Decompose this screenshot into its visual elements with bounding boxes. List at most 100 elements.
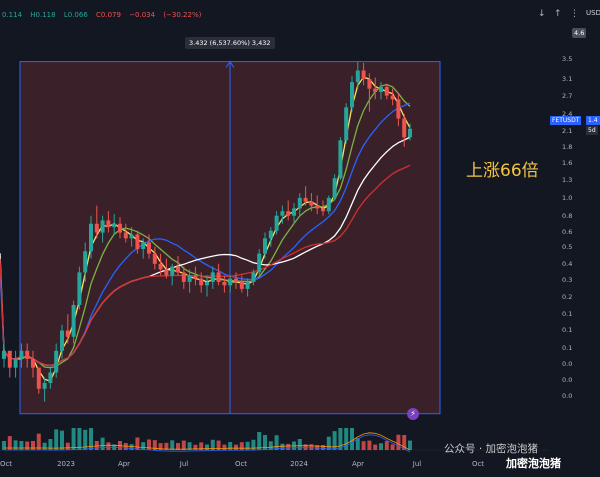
more-icon[interactable]: ⋮ bbox=[570, 9, 579, 19]
volume-bar bbox=[326, 436, 331, 450]
candle-body bbox=[379, 86, 383, 93]
price-tick: 0.4 bbox=[562, 260, 573, 268]
candle-body bbox=[42, 382, 47, 389]
candle-body bbox=[373, 88, 378, 93]
volume-bar bbox=[338, 428, 343, 450]
volume-bar bbox=[396, 434, 401, 450]
time-tick: Jul bbox=[179, 460, 189, 468]
volume-bar bbox=[71, 428, 76, 450]
symbol-short[interactable]: USD bbox=[586, 9, 600, 17]
candle-body bbox=[321, 208, 325, 212]
candle-body bbox=[367, 79, 372, 89]
volume-bar bbox=[222, 444, 227, 450]
price-tick: 0.0 bbox=[562, 376, 573, 384]
volume-bar bbox=[54, 429, 59, 450]
candle-body bbox=[60, 330, 64, 351]
candle-body bbox=[408, 128, 412, 138]
volume-bar bbox=[350, 428, 354, 450]
candle-body bbox=[286, 211, 291, 216]
ohlc-low: L0.066 bbox=[63, 11, 88, 19]
price-tick: 2.1 bbox=[562, 127, 573, 135]
price-tick: 3.1 bbox=[562, 75, 573, 83]
price-tick: 0.1 bbox=[562, 344, 573, 352]
candle-body bbox=[326, 197, 331, 212]
ohlc-high: H0.118 bbox=[30, 11, 56, 19]
volume-bar bbox=[42, 442, 47, 450]
time-axis[interactable]: Oct 2023 Apr Jul Oct 2024 Apr Jul Oct bbox=[0, 456, 600, 477]
price-tick: 1.3 bbox=[562, 176, 573, 184]
lightning-icon[interactable]: ⚡ bbox=[407, 408, 419, 420]
volume-bar bbox=[94, 441, 99, 450]
volume-bar bbox=[2, 441, 6, 450]
candle-body bbox=[164, 269, 169, 276]
ohlc-change-pct: (−30.22%) bbox=[163, 11, 202, 19]
candle-body bbox=[54, 350, 59, 373]
top-toolbar: 0.114 H0.118 L0.066 C0.079 −0.034 (−30.2… bbox=[0, 0, 600, 34]
candle-body bbox=[112, 223, 117, 228]
candle-body bbox=[350, 82, 354, 108]
volume-bar bbox=[344, 428, 349, 450]
candle-body bbox=[123, 232, 128, 239]
candle-body bbox=[65, 330, 70, 337]
candle-body bbox=[129, 234, 134, 239]
candle-body bbox=[390, 95, 395, 100]
candle-body bbox=[83, 251, 88, 273]
volume-bar bbox=[245, 441, 250, 450]
volume-bar bbox=[297, 439, 302, 450]
volume-bar bbox=[164, 442, 169, 450]
candle-body bbox=[274, 215, 279, 231]
candle-body bbox=[158, 263, 163, 270]
candle-body bbox=[7, 350, 12, 368]
volume-bar bbox=[280, 443, 285, 450]
price-tick: 0.5 bbox=[562, 243, 573, 251]
brand-text: 加密泡泡猪 bbox=[506, 457, 561, 470]
volume-bar bbox=[384, 441, 389, 450]
volume-bar bbox=[367, 440, 372, 450]
candle-body bbox=[280, 211, 285, 216]
arrow-up-icon[interactable]: ↑ bbox=[554, 9, 562, 19]
candle-body bbox=[332, 178, 337, 198]
candle-body bbox=[292, 208, 296, 216]
candle-body bbox=[199, 278, 204, 286]
candle-body bbox=[309, 201, 314, 206]
volume-bar bbox=[13, 440, 18, 450]
price-tick: 3.5 bbox=[562, 55, 573, 63]
price-axis[interactable]: 3.5 3.1 2.7 2.4 2.1 1.8 1.6 1.3 1.0 0.8 0.6 0.5 0.4 0… bbox=[548, 34, 600, 450]
arrow-down-icon[interactable]: ↓ bbox=[538, 9, 546, 19]
price-chart[interactable] bbox=[0, 34, 548, 456]
price-tick: 0.1 bbox=[562, 326, 573, 334]
price-tick: 0.2 bbox=[562, 293, 573, 301]
volume-bar bbox=[176, 443, 180, 450]
volume-bar bbox=[390, 444, 395, 450]
volume-bar bbox=[268, 441, 273, 450]
price-tick: 0.0 bbox=[562, 360, 573, 368]
measure-arrowhead bbox=[225, 60, 235, 68]
volume-bar bbox=[199, 442, 204, 450]
volume-bar bbox=[228, 442, 233, 450]
candle-body bbox=[303, 197, 308, 202]
volume-bar bbox=[77, 428, 82, 450]
volume-bar bbox=[187, 442, 192, 450]
volume-bar bbox=[135, 437, 140, 450]
symbol-price-badge: 1.4 bbox=[586, 116, 600, 125]
candle-body bbox=[13, 358, 18, 368]
volume-bar bbox=[100, 437, 105, 450]
volume-bar bbox=[379, 443, 383, 450]
oscillator-line bbox=[4, 432, 411, 451]
candle-body bbox=[31, 358, 35, 368]
price-tick: 2.4 bbox=[562, 110, 573, 118]
volume-bar bbox=[239, 442, 244, 450]
candle-body bbox=[361, 70, 366, 80]
volume-bar bbox=[65, 442, 70, 450]
candle-body bbox=[152, 253, 157, 264]
candle-body bbox=[384, 86, 389, 96]
price-axis-top-value: 4.6 bbox=[572, 28, 587, 38]
candle-body bbox=[355, 70, 360, 83]
volume-bar bbox=[286, 443, 291, 450]
time-tick: Oct bbox=[234, 460, 248, 468]
candle-body bbox=[170, 266, 175, 276]
candle-body bbox=[71, 304, 76, 337]
candle-body bbox=[187, 275, 192, 282]
volume-bar bbox=[274, 435, 279, 450]
volume-bar bbox=[408, 440, 412, 450]
